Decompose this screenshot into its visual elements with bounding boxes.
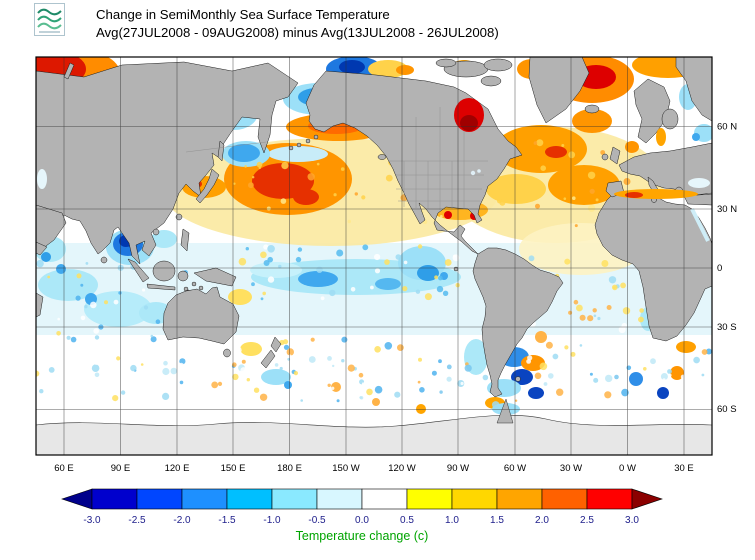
lon-label: 90 E [111,463,131,474]
land-japan [195,168,220,204]
lon-label: 120 E [165,463,190,474]
land-australia [162,286,240,345]
lat-label: 60 S [717,404,737,415]
colorbar-segments [91,488,633,510]
colorbar-right-arrow [631,488,663,510]
black-sea [688,178,710,188]
inland-seas [37,98,710,242]
antarctic-peninsula [496,398,514,424]
colorbar-tick: 1.5 [490,515,504,526]
colorbar-caption: Temperature change (c) [296,529,429,543]
land-greenland [528,57,590,124]
colorbar-tick: -2.0 [173,515,191,526]
lat-label: 30 N [717,204,737,215]
land-sumatra [127,258,150,283]
lon-label: 120 W [388,463,415,474]
lon-label: 30 E [674,463,694,474]
lat-label: 0 [717,263,722,274]
colorbar-tick: -3.0 [83,515,101,526]
caspian-sea [37,169,47,189]
land-scandinavia [633,78,671,144]
land-newzealand-s [260,349,276,369]
land-philippines [180,228,190,252]
lon-label: 150 W [332,463,359,474]
lat-label: 30 S [717,322,737,333]
baltic-sea-anomaly [656,128,666,146]
agency-logo [34,3,65,36]
colorbar-tick: -1.0 [263,515,281,526]
land-eurasia [36,61,299,265]
wave-icon [37,8,62,16]
red-sea [690,208,710,242]
colorbar-tick: -1.5 [218,515,236,526]
land-southamerica [472,247,564,398]
colorbar-tick: 3.0 [625,515,639,526]
nodata-band [36,414,712,455]
land-sakhalin [217,140,225,162]
colorbar-tick: 0.5 [400,515,414,526]
lat-label: 60 N [717,122,737,133]
lon-label: 150 E [221,463,246,474]
colorbar-tick: 0.0 [355,515,369,526]
colorbar-tick: 1.0 [445,515,459,526]
land-arabia [36,204,67,250]
colorbar-left-arrow [61,488,93,510]
sst-anomaly-blobs [36,57,712,415]
landmasses [36,57,712,398]
land-novayazemlya [63,62,75,80]
graticule [36,57,712,455]
land-newguinea [193,267,237,287]
lon-label: 0 W [619,463,636,474]
page-subtitle: Avg(27JUL2008 - 09AUG2008) minus Avg(13J… [96,25,499,40]
colorbar-tick: 2.0 [535,515,549,526]
sst-speckles [36,139,712,409]
map-frame [35,56,713,456]
colorbar-tick: -2.5 [128,515,146,526]
wave-icon [37,22,62,30]
lon-label: 180 E [277,463,302,474]
colorbar-tick: 2.5 [580,515,594,526]
lon-axis: 60 E 90 E 120 E 150 E 180 E 150 W 120 W … [54,463,694,474]
lat-axis: 60 N 30 N 0 30 S 60 S [717,122,737,416]
page-title: Change in SemiMonthly Sea Surface Temper… [96,7,390,22]
land-java [146,283,176,291]
land-uk [609,146,621,165]
land-newzealand-n [270,336,282,353]
land-madagascar [36,292,44,318]
land-russia-ne [675,57,712,122]
north-sea-anomaly [625,141,639,153]
lon-label: 90 W [447,463,469,474]
wave-icon [37,15,62,23]
land-horn [36,241,48,256]
lon-label: 30 W [560,463,582,474]
colorbar-tick: -0.5 [308,515,326,526]
lon-label: 60 E [54,463,74,474]
lon-label: 60 W [504,463,526,474]
colorbar-labels: -3.0 -2.5 -2.0 -1.5 -1.0 -0.5 0.0 0.5 1.… [83,515,639,526]
colorbar: -3.0 -2.5 -2.0 -1.5 -1.0 -0.5 0.0 0.5 1.… [61,488,663,543]
